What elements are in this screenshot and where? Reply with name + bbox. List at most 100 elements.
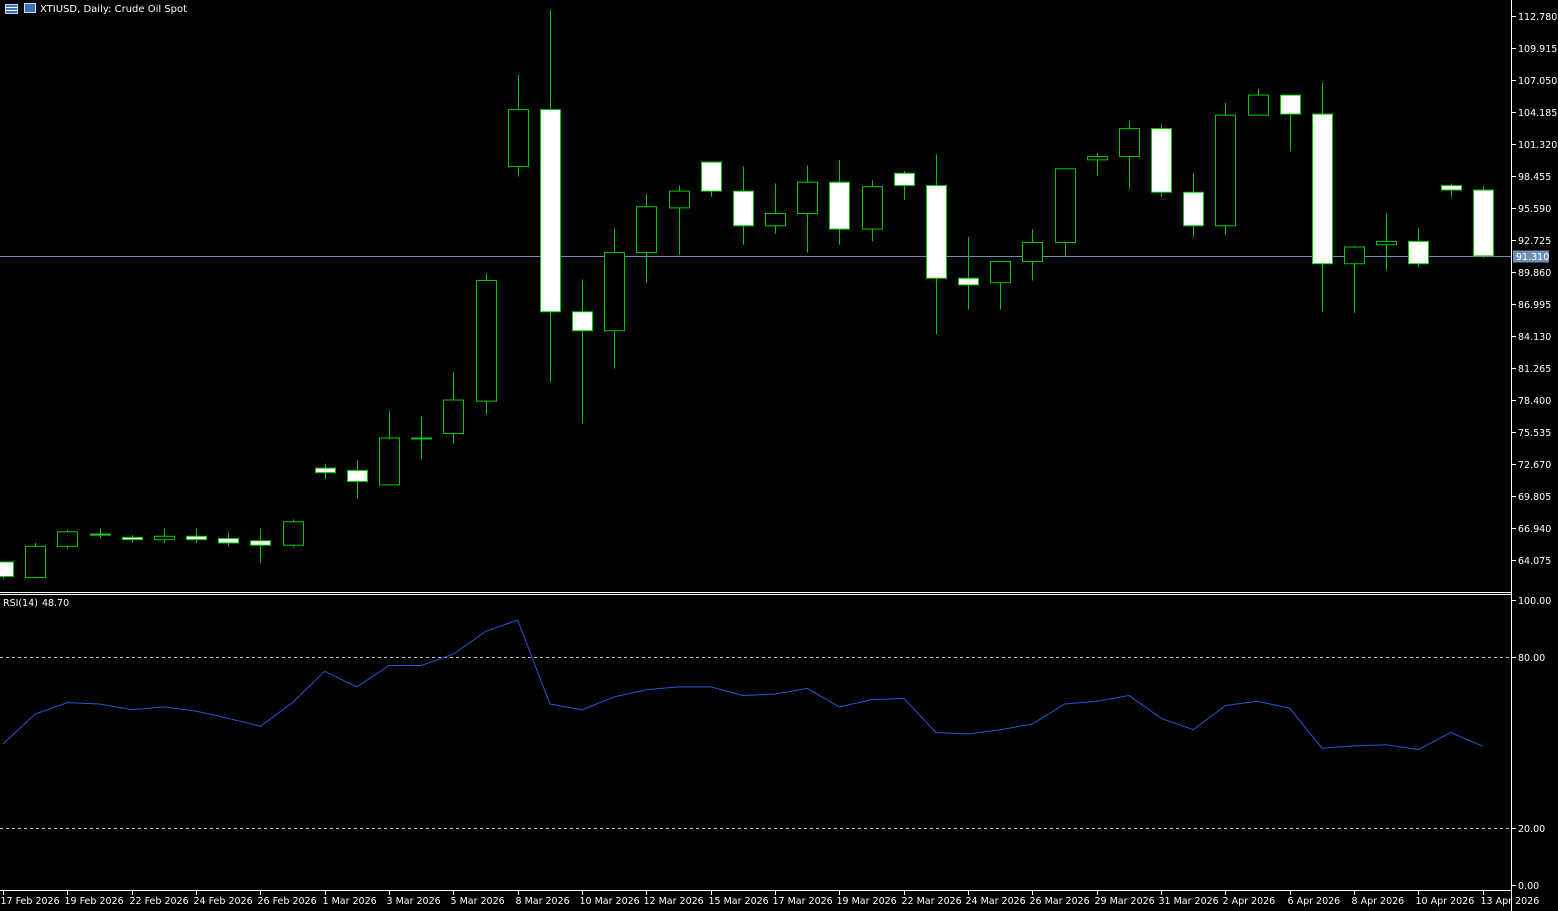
time-tick-label: 29 Mar 2026: [1095, 896, 1155, 907]
candle-body: [250, 540, 271, 546]
time-tick-label: 24 Mar 2026: [966, 896, 1026, 907]
candle: [1087, 153, 1108, 176]
candle: [862, 179, 883, 242]
window-menu-icon[interactable]: [5, 4, 18, 14]
time-tick-label: 15 Mar 2026: [709, 896, 769, 907]
chart-title: XTIUSD, Daily: Crude Oil Spot: [24, 3, 187, 15]
candle-body: [57, 531, 78, 547]
candle: [604, 227, 625, 369]
time-tick-label: 17 Mar 2026: [773, 896, 833, 907]
candle: [411, 416, 432, 460]
candle: [958, 236, 979, 310]
rsi-name: RSI(14): [3, 598, 38, 609]
candle: [122, 535, 143, 543]
price-tick-label: 92.725: [1518, 236, 1551, 247]
candle: [797, 165, 818, 253]
price-tag-label: 91.310: [1516, 252, 1549, 263]
candle: [315, 463, 336, 480]
price-tick-label: 64.075: [1518, 556, 1551, 567]
price-tick-label: 72.670: [1518, 460, 1551, 471]
candle-body: [476, 279, 497, 402]
symbol-label: XTIUSD: [40, 4, 78, 15]
time-tick-label: 19 Mar 2026: [837, 896, 897, 907]
candle: [443, 372, 464, 444]
candle-body: [733, 190, 754, 227]
price-tick-label: 107.050: [1518, 76, 1557, 87]
candle-body: [379, 437, 400, 486]
candle-body: [990, 261, 1011, 284]
candle: [476, 273, 497, 415]
timeframe-label: Daily: [83, 4, 109, 15]
candle-body: [1087, 156, 1108, 161]
candle-body: [1022, 242, 1043, 263]
candle: [154, 528, 175, 543]
time-tick-label: 8 Apr 2026: [1352, 896, 1405, 907]
price-axis-ticks: 112.780 109.915 107.050 104.185 101.320 98.45…: [1512, 12, 1557, 567]
rsi-level-lines: [0, 657, 1512, 829]
axes-frame: [0, 0, 1512, 911]
candle: [1280, 94, 1301, 151]
time-tick-label: 10 Apr 2026: [1416, 896, 1475, 907]
candle: [733, 166, 754, 245]
candle-body: [1376, 240, 1397, 246]
candle: [540, 10, 561, 383]
candle: [1248, 88, 1269, 116]
current-price-tag: 91.310: [1513, 250, 1549, 263]
time-tick-label: 13 Apr 2026: [1481, 896, 1540, 907]
candle: [669, 185, 690, 255]
time-tick-label: 2 Apr 2026: [1223, 896, 1276, 907]
time-tick-label: 31 Mar 2026: [1159, 896, 1219, 907]
candle: [250, 528, 271, 564]
candle-body: [894, 172, 915, 187]
candle: [1215, 102, 1236, 235]
candle-body: [926, 185, 947, 279]
candle-body: [0, 561, 14, 577]
candle: [283, 519, 304, 548]
candle: [1312, 82, 1333, 312]
candle: [701, 161, 722, 197]
price-tick-label: 84.130: [1518, 332, 1551, 343]
candle: [218, 531, 239, 547]
candle: [347, 460, 368, 499]
candle-body: [1344, 246, 1365, 265]
time-tick-label: 1 Mar 2026: [323, 896, 377, 907]
candle: [1022, 229, 1043, 281]
candle-body: [186, 535, 207, 541]
time-tick-label: 12 Mar 2026: [644, 896, 704, 907]
rsi-tick-label: 80.00: [1518, 653, 1545, 664]
candle-body: [25, 545, 46, 579]
candle: [1151, 124, 1172, 197]
symbol-description: Crude Oil Spot: [114, 4, 188, 15]
time-tick-label: 8 Mar 2026: [516, 896, 570, 907]
candle: [1183, 173, 1204, 237]
time-tick-label: 19 Feb 2026: [65, 896, 124, 907]
candle-body: [411, 437, 432, 440]
candle: [926, 154, 947, 335]
candle-body: [443, 399, 464, 435]
candle-body: [797, 181, 818, 214]
time-tick-label: 24 Feb 2026: [194, 896, 253, 907]
candle-body: [765, 212, 786, 227]
candle: [1055, 168, 1076, 258]
candle-body: [572, 311, 593, 332]
chart-type-icon[interactable]: [24, 3, 36, 13]
candle-body: [283, 521, 304, 546]
candle: [1376, 213, 1397, 271]
candle: [90, 528, 111, 539]
rsi-tick-label: 20.00: [1518, 824, 1545, 835]
price-tick-label: 69.805: [1518, 492, 1551, 503]
time-tick-label: 26 Feb 2026: [258, 896, 317, 907]
candle: [508, 74, 529, 177]
candle: [829, 159, 850, 245]
candle: [1441, 183, 1462, 197]
price-tick-label: 104.185: [1518, 108, 1557, 119]
rsi-axis-ticks: 100.00 80.00 20.00 0.00: [1512, 596, 1551, 892]
candle-body: [154, 535, 175, 541]
candle: [636, 194, 657, 283]
price-tick-label: 95.590: [1518, 204, 1551, 215]
candle: [1473, 185, 1494, 259]
price-tick-label: 89.860: [1518, 268, 1551, 279]
time-tick-label: 5 Mar 2026: [451, 896, 505, 907]
